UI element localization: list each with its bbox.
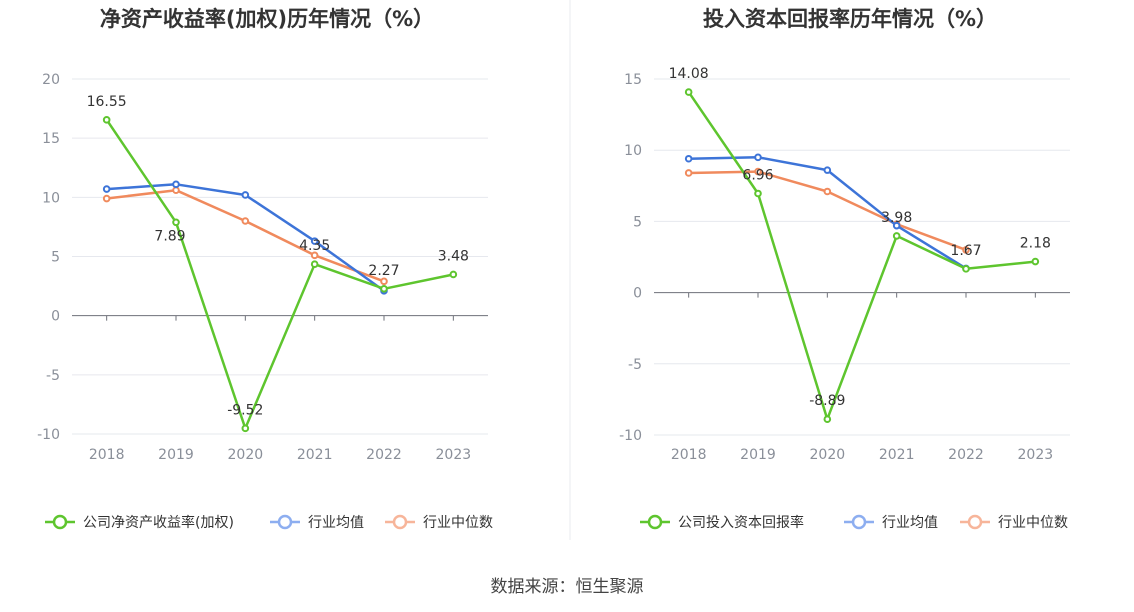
legend-item[interactable]: 公司投入资本回报率: [640, 514, 804, 531]
data-label: 6.96: [742, 167, 773, 183]
y-tick-label: 10: [42, 190, 60, 206]
legend-label: 行业中位数: [998, 515, 1068, 531]
data-point: [380, 277, 388, 286]
legend-marker: [392, 514, 408, 530]
data-source: 数据来源：恒生聚源: [491, 577, 644, 597]
data-point: [102, 116, 111, 124]
data-label: 2.27: [368, 263, 399, 279]
x-tick-label: 2021: [297, 447, 333, 463]
x-tick-label: 2018: [671, 447, 707, 463]
series-line: [105, 119, 454, 430]
data-point: [684, 169, 693, 177]
x-tick-label: 2022: [366, 447, 402, 463]
data-point: [310, 237, 319, 245]
chart-title: 净资产收益率(加权)历年情况（%）: [100, 7, 434, 31]
data-point: [754, 167, 762, 176]
data-point: [823, 415, 832, 423]
data-point: [962, 265, 970, 273]
data-label: 3.98: [881, 210, 912, 226]
data-label: 16.55: [87, 94, 127, 110]
data-point: [684, 88, 693, 96]
data-point: [754, 153, 762, 162]
data-label: 4.35: [299, 238, 330, 254]
y-tick-label: 15: [42, 131, 60, 147]
legend-label: 行业均值: [882, 515, 938, 531]
y-tick-label: 0: [51, 309, 60, 325]
legend-marker: [647, 514, 663, 530]
legend-label: 公司净资产收益率(加权): [83, 514, 234, 531]
data-point: [892, 221, 901, 230]
data-point: [892, 232, 901, 240]
data-point: [172, 180, 180, 189]
legend-item[interactable]: 行业中位数: [385, 514, 493, 531]
y-tick-label: 10: [624, 143, 642, 159]
data-label: -8.89: [809, 393, 845, 409]
legend-label: 行业均值: [308, 515, 364, 531]
y-tick-label: 0: [633, 286, 642, 302]
roic-chart: 投入资本回报率历年情况（%） 15 10 5 0 -5 -10 2018 2019 2020 202…: [619, 7, 1070, 531]
series-line: [106, 188, 385, 283]
data-point: [102, 185, 111, 193]
data-label: 2.18: [1020, 236, 1051, 252]
data-point: [310, 260, 319, 268]
x-tick-label: 2021: [879, 447, 915, 463]
x-tick-label: 2023: [1018, 447, 1054, 463]
y-tick-label: 15: [624, 72, 642, 88]
legend-marker: [851, 514, 867, 530]
data-point: [172, 186, 180, 195]
data-point: [310, 251, 319, 260]
legend-marker: [52, 514, 68, 530]
legend-marker: [277, 514, 293, 530]
data-point: [241, 217, 250, 225]
data-point: [962, 246, 970, 254]
y-tick-label: 5: [633, 214, 642, 230]
data-point: [102, 194, 111, 203]
data-point: [823, 187, 832, 196]
x-tick-label: 2020: [228, 447, 264, 463]
data-point: [1031, 257, 1040, 266]
data-label: 14.08: [669, 66, 709, 82]
legend-marker: [967, 514, 983, 530]
x-tick-label: 2020: [810, 447, 846, 463]
data-point: [449, 270, 458, 279]
data-point: [754, 189, 762, 198]
data-point: [241, 191, 250, 199]
y-tick-label: -5: [628, 357, 642, 373]
data-label: 7.89: [154, 228, 185, 244]
data-point: [241, 424, 250, 433]
data-point: [172, 218, 180, 227]
y-tick-label: -10: [37, 427, 60, 443]
x-tick-label: 2019: [740, 447, 776, 463]
x-tick-label: 2022: [948, 447, 984, 463]
data-point: [684, 154, 693, 163]
series-line: [688, 170, 967, 252]
data-label: 3.48: [438, 248, 469, 264]
data-label: 1.67: [950, 243, 981, 259]
legend-item[interactable]: 行业均值: [844, 514, 938, 531]
legend-label: 行业中位数: [423, 515, 493, 531]
data-point: [823, 166, 832, 174]
series-line: [688, 156, 967, 270]
x-tick-label: 2018: [89, 447, 125, 463]
x-tick-label: 2023: [436, 447, 472, 463]
x-tick-label: 2019: [158, 447, 194, 463]
legend-item[interactable]: 行业均值: [270, 514, 364, 531]
legend-label: 公司投入资本回报率: [678, 514, 804, 531]
roe-chart: 净资产收益率(加权)历年情况（%） 20 15 10 5 0 -5 -10 2018 2019 20…: [37, 7, 493, 531]
y-tick-label: -5: [46, 368, 60, 384]
data-label: -9.52: [227, 402, 263, 418]
legend-item[interactable]: 公司净资产收益率(加权): [45, 514, 234, 531]
legend-item[interactable]: 行业中位数: [960, 514, 1068, 531]
series-line: [687, 91, 1036, 421]
y-tick-label: -10: [619, 428, 642, 444]
chart-title: 投入资本回报率历年情况（%）: [703, 7, 997, 31]
y-tick-label: 5: [51, 250, 60, 266]
data-point: [380, 285, 388, 293]
y-tick-label: 20: [42, 72, 60, 88]
